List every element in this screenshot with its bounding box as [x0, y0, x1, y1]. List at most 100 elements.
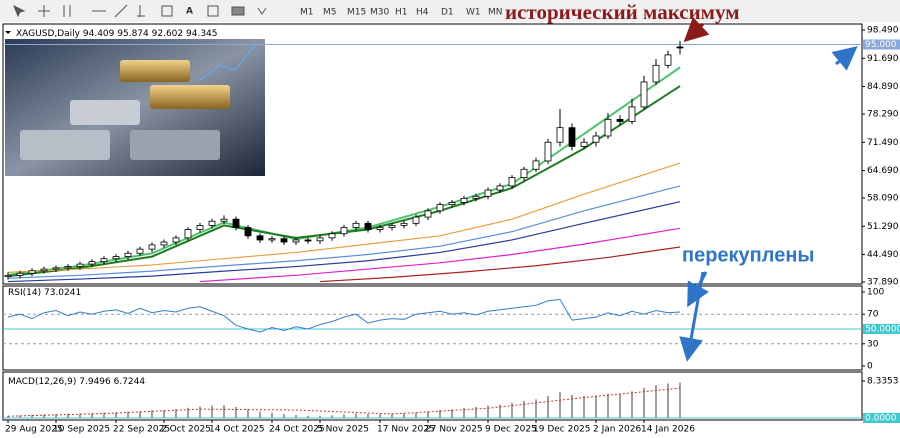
macd-bar [499, 404, 501, 419]
macd-bar [583, 395, 585, 419]
candle-body [424, 210, 432, 218]
moving-average [199, 227, 681, 283]
candle-body [232, 218, 240, 228]
x-tick-label: 5 Nov 2025 [317, 425, 369, 435]
candle-body [316, 237, 324, 242]
candle-body [400, 222, 408, 226]
candle-body [16, 272, 24, 276]
macd-bar [607, 394, 609, 419]
macd-bar [295, 414, 297, 419]
candle-body [556, 127, 564, 143]
candle-body [340, 227, 348, 235]
candle-body [244, 227, 252, 237]
symbol-header: XAGUSD,Daily 94.409 95.874 92.602 94.345 [16, 29, 218, 39]
timeframe-button[interactable]: M5 [323, 8, 337, 18]
level-label-box [863, 323, 900, 334]
candle-body [664, 54, 672, 66]
candle-body [184, 229, 192, 239]
macd-bar [619, 393, 621, 419]
macd-bar [259, 411, 261, 419]
candle-body [64, 266, 72, 269]
candle-body [520, 168, 528, 178]
candle-body [676, 46, 684, 49]
timeframe-button[interactable]: M15 [347, 8, 366, 18]
symbol: XAGUSD,Daily [16, 29, 81, 39]
y-tick-label: 30 [867, 339, 879, 349]
macd-bar [487, 405, 489, 419]
y-tick-label: 0 [867, 362, 873, 372]
timeframe-button[interactable]: W1 [466, 8, 481, 18]
annotation: перекуплены [682, 244, 814, 266]
candle-body [28, 270, 36, 274]
timeframe-button[interactable]: MN [488, 8, 503, 18]
candle-body [124, 252, 132, 257]
macd-bar [127, 411, 129, 419]
macd-bar [223, 405, 225, 419]
macd-bar [547, 395, 549, 419]
candle-body [640, 81, 648, 108]
candle-body [256, 235, 264, 241]
candle-body [580, 141, 588, 147]
macd-bar [331, 415, 333, 419]
x-tick-label: 10 Sep 2025 [53, 425, 110, 435]
candle-body [436, 204, 444, 212]
plot-area: 98.490 91.690 84.890 78.290 71.490 64.690 58.0… [3, 25, 900, 435]
signal-value: 6.7244 [114, 377, 146, 387]
candle-body [472, 195, 480, 199]
open-value: 94.409 [83, 29, 115, 39]
candle-body [412, 216, 420, 224]
candle-body [136, 248, 144, 254]
macd-bar [43, 414, 45, 419]
y-tick-label: 98.490 [867, 25, 899, 35]
candle-body [628, 106, 636, 122]
x-tick-label: 14 Oct 2025 [209, 425, 265, 435]
candle-body [568, 127, 576, 147]
candle-body [352, 222, 360, 228]
macd-bar [403, 413, 405, 419]
macd-bar [103, 412, 105, 419]
picture [5, 39, 265, 176]
rsi-value: 73.0241 [44, 288, 81, 298]
x-tick-label: 2 Jan 2026 [593, 425, 641, 435]
toolbar-icons: A [13, 4, 267, 18]
timeframe-button[interactable]: H4 [416, 8, 429, 18]
macd-bar [31, 414, 33, 419]
y-tick-label: 78.290 [867, 109, 899, 119]
candle-body [40, 268, 48, 272]
macd-value: 7.9496 [79, 377, 111, 387]
timeframe-button[interactable]: H1 [395, 8, 408, 18]
macd-bar [523, 401, 525, 419]
macd-bar [307, 415, 309, 419]
high-value: 95.874 [117, 29, 149, 39]
y-tick-label: 37.890 [867, 278, 899, 288]
macd-bar [427, 411, 429, 419]
macd-bar [655, 385, 657, 419]
macd-bar [571, 394, 573, 419]
timeframe-button[interactable]: M1 [300, 8, 314, 18]
y-tick-label: 64.690 [867, 166, 899, 176]
rsi-title: RSI(14) [8, 288, 41, 298]
candle-body [532, 160, 540, 170]
macd-bar [271, 412, 273, 419]
y-tick-label: 100 [867, 287, 884, 297]
macd-title: MACD(12,26,9) [8, 377, 76, 387]
timeframe-button[interactable]: D1 [441, 8, 454, 18]
moving-average [7, 201, 681, 283]
candle-body [388, 225, 396, 228]
close-value: 94.345 [186, 29, 218, 39]
timeframe-bar: M1 M5 M15 M30 H1 H4 D1 W1 MN [300, 8, 503, 18]
macd-bar [355, 413, 357, 419]
candle-body [304, 239, 312, 242]
candle-body [280, 238, 288, 243]
candle-body [292, 239, 300, 243]
header-icon [5, 31, 11, 34]
candle-body [448, 202, 456, 206]
svg-text:A: A [186, 7, 193, 17]
macd-bar [535, 399, 537, 419]
macd-bar [235, 406, 237, 419]
candle-body [328, 233, 336, 239]
x-tick-label: 27 Nov 2025 [425, 425, 483, 435]
candle-body [196, 225, 204, 230]
candle-body [484, 189, 492, 197]
timeframe-button[interactable]: M30 [370, 8, 389, 18]
